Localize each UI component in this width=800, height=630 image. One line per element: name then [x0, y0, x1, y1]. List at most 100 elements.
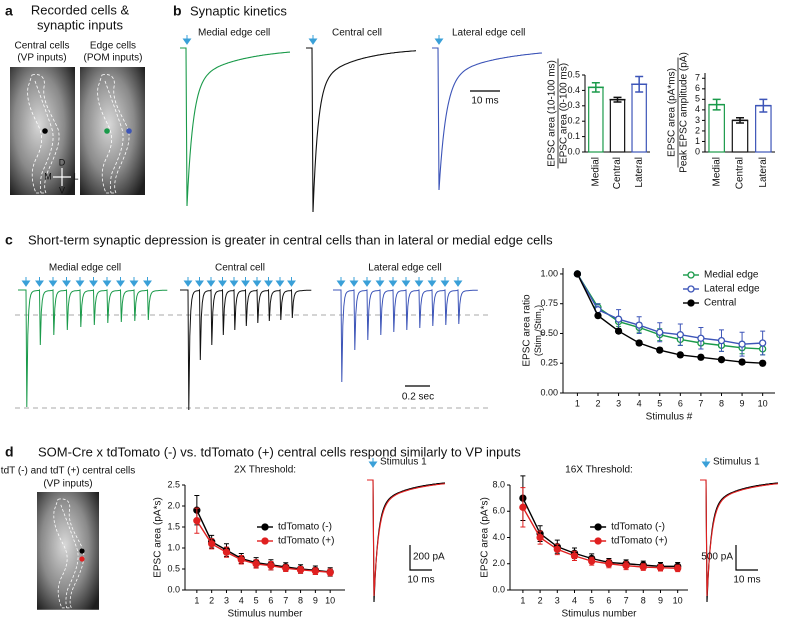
data-point	[208, 540, 216, 548]
data-point	[326, 568, 334, 577]
legend-label: tdTomato (-)	[611, 522, 665, 533]
trace-label: Lateral edge cell	[368, 263, 441, 274]
stimulus-arrow	[336, 277, 346, 287]
stimulus-arrow	[143, 277, 152, 287]
compass-label: D	[59, 157, 66, 167]
image-caption: (VP inputs)	[43, 479, 92, 490]
x-tick-label: 9	[658, 595, 663, 605]
data-point	[635, 339, 643, 347]
bar	[588, 86, 604, 153]
cell-marker	[104, 128, 110, 134]
data-point	[717, 336, 726, 345]
x-tick-label: 4	[572, 595, 577, 605]
legend-marker	[594, 537, 602, 545]
y-tick-label: 0	[695, 146, 700, 156]
micrograph	[36, 491, 100, 611]
trace	[180, 288, 312, 411]
x-tick-label: 7	[698, 398, 703, 408]
y-tick-label: 2.0	[492, 558, 505, 568]
x-axis-label: Stimulus #	[646, 412, 693, 423]
legend-label: Medial edge	[704, 270, 759, 281]
stimulus-arrow	[308, 35, 318, 45]
y-tick-label: 0.4	[567, 85, 580, 95]
y-tick-label: 0.25	[540, 358, 558, 368]
data-point	[605, 560, 613, 568]
scale-label: 10 ms	[471, 96, 498, 107]
image-caption: Central cells	[14, 41, 69, 52]
data-point	[622, 562, 630, 570]
x-tick-label: 10	[673, 595, 683, 605]
panel-title: synaptic inputs	[37, 17, 123, 32]
y-tick-label: 0.0	[167, 584, 180, 594]
stimulus-arrow	[35, 277, 44, 287]
y-tick-label: 5	[695, 94, 700, 104]
trace-label: Lateral edge cell	[452, 28, 525, 39]
y-tick-label: 0.1	[567, 131, 580, 141]
stimulus-arrow	[195, 277, 204, 287]
x-tick-label: 6	[268, 595, 273, 605]
legend-label: Central	[704, 298, 736, 309]
stimulus-arrow	[62, 277, 71, 287]
x-tick-label: 8	[298, 595, 303, 605]
panel-label: b	[173, 3, 182, 19]
chart-title: 2X Threshold:	[234, 465, 296, 476]
y-tick-label: 8.0	[492, 479, 505, 489]
image-caption: Edge cells	[90, 41, 136, 52]
label-part: n	[540, 332, 546, 335]
error-bar	[587, 81, 604, 93]
scale-label: 200 pA	[413, 552, 445, 563]
x-tick-label: 9	[313, 595, 318, 605]
data-point	[614, 327, 623, 335]
x-tick-label: 1	[194, 595, 199, 605]
panel-title: Recorded cells &	[31, 2, 130, 17]
cell-marker	[42, 128, 48, 134]
scale-label: 500 pA	[701, 552, 733, 563]
stimulus-arrow	[102, 277, 112, 287]
panel-label: c	[5, 232, 13, 248]
data-point	[759, 359, 767, 367]
scale-label: 10 ms	[733, 575, 760, 586]
data-point	[676, 331, 684, 339]
y-axis-label: EPSC area (10-100 ms)	[547, 60, 558, 167]
stimulus-arrow	[129, 277, 139, 287]
data-point	[697, 334, 705, 342]
y-tick-label: 0.2	[567, 116, 580, 126]
y-tick-label: 0.00	[540, 387, 558, 397]
panel-title: Synaptic kinetics	[190, 3, 287, 18]
data-point	[656, 346, 664, 354]
stimulus-arrow	[401, 277, 411, 287]
stimulus-arrow	[206, 277, 216, 287]
y-axis-label: (Stimn/Stim1)	[533, 305, 545, 356]
x-tick-label: Central	[612, 157, 623, 189]
data-point	[573, 270, 582, 278]
x-tick-label: 7	[283, 595, 288, 605]
x-tick-label: 5	[254, 595, 259, 605]
legend-marker	[594, 523, 602, 531]
trace-label: Stimulus 1	[713, 457, 760, 468]
data-point	[193, 517, 201, 525]
stimulus-arrow	[427, 277, 437, 287]
x-tick-label: 2	[538, 595, 543, 605]
x-axis-label: Stimulus number	[561, 609, 637, 620]
cell-marker	[126, 128, 132, 134]
y-axis-label: EPSC area (pA*s)	[153, 497, 164, 578]
legend-marker	[261, 537, 269, 545]
compass-label: L	[73, 171, 78, 181]
x-tick-label: 7	[624, 595, 629, 605]
stimulus-arrow	[218, 277, 227, 287]
bar	[609, 99, 626, 153]
series-line	[522, 506, 678, 570]
series-line	[196, 509, 331, 573]
stimulus-arrow	[275, 277, 285, 287]
data-point	[614, 315, 623, 323]
data-point	[282, 564, 290, 572]
data-point	[311, 567, 320, 575]
legend-marker	[687, 299, 695, 307]
stimulus-arrow	[75, 277, 85, 287]
error-bar	[708, 98, 725, 111]
cell-marker	[79, 556, 85, 562]
y-axis-label: Peak EPSC amplitude (pA)	[679, 52, 690, 173]
scale-label: 10 ms	[407, 575, 434, 586]
y-axis-label: EPSC area (pA*ms)	[667, 68, 678, 157]
